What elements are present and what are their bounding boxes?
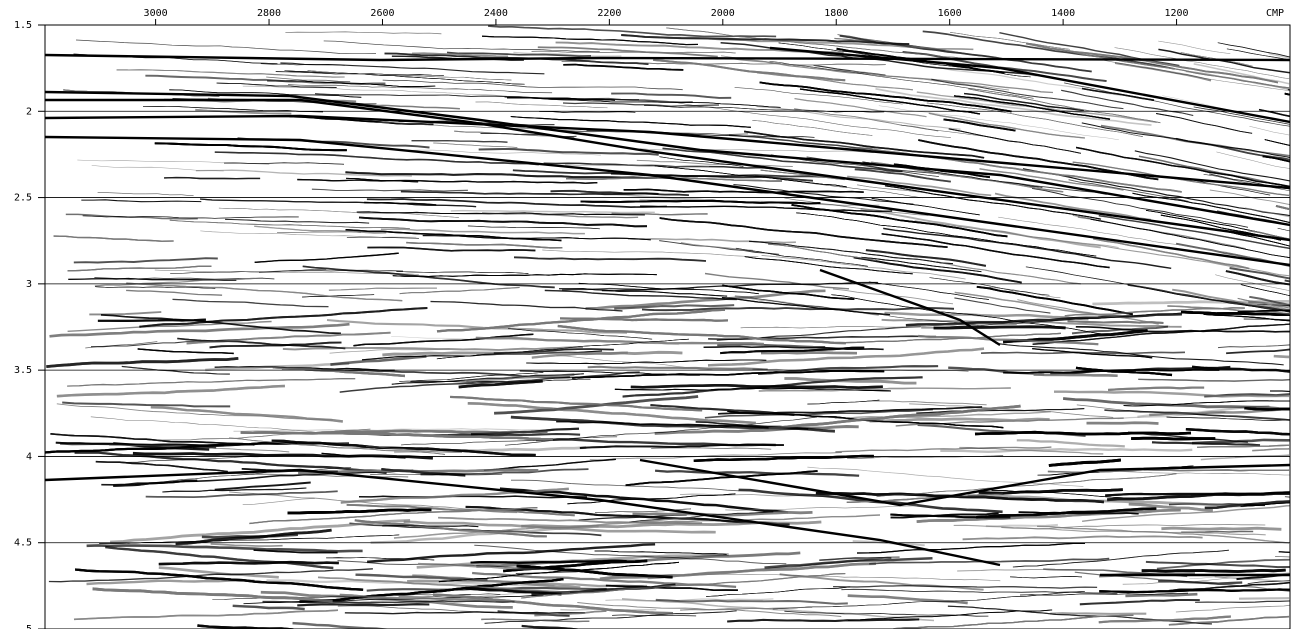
y-tick-label: 4 — [26, 451, 32, 462]
reflector — [1142, 570, 1286, 571]
reflector — [1050, 613, 1146, 614]
x-tick-label: 2000 — [711, 8, 735, 19]
reflector — [297, 604, 429, 605]
reflector — [1034, 375, 1118, 376]
x-tick-label: 1400 — [1051, 8, 1075, 19]
reflector — [1131, 438, 1215, 439]
reflector — [1290, 297, 1297, 307]
y-tick-label: 1.5 — [14, 20, 32, 31]
x-tick-label: 2200 — [597, 8, 621, 19]
y-tick-label: 5 — [26, 624, 32, 629]
reflector — [1087, 423, 1159, 424]
reflector — [934, 327, 1066, 328]
x-tick-label: 3000 — [144, 8, 168, 19]
y-tick-label: 2.5 — [14, 193, 32, 204]
x-axis-label: CMP — [1266, 8, 1284, 19]
x-tick-label: 2800 — [257, 8, 281, 19]
x-tick-label: 2600 — [370, 8, 394, 19]
x-tick-label: 1200 — [1165, 8, 1189, 19]
reflector — [1125, 594, 1197, 596]
reflector — [159, 562, 339, 564]
x-tick-label: 1800 — [824, 8, 848, 19]
reflector — [1290, 297, 1297, 307]
y-tick-label: 3 — [26, 279, 32, 290]
x-tick-label: 1600 — [938, 8, 962, 19]
y-tick-label: 2 — [26, 106, 32, 117]
reflector — [98, 320, 206, 321]
page: {"chart_data": {"type": "seismic", "xlab… — [0, 0, 1297, 629]
y-tick-label: 4.5 — [14, 538, 32, 549]
reflector — [761, 353, 857, 354]
x-tick-label: 2400 — [484, 8, 508, 19]
y-tick-label: 3.5 — [14, 365, 32, 376]
reflector — [1161, 528, 1281, 529]
chart: CMP 1.5 2 2.5 3 3.5 4 4.5 5 3000 2800 2600 2400 2200… — [0, 0, 1297, 629]
reflector — [1244, 408, 1297, 410]
